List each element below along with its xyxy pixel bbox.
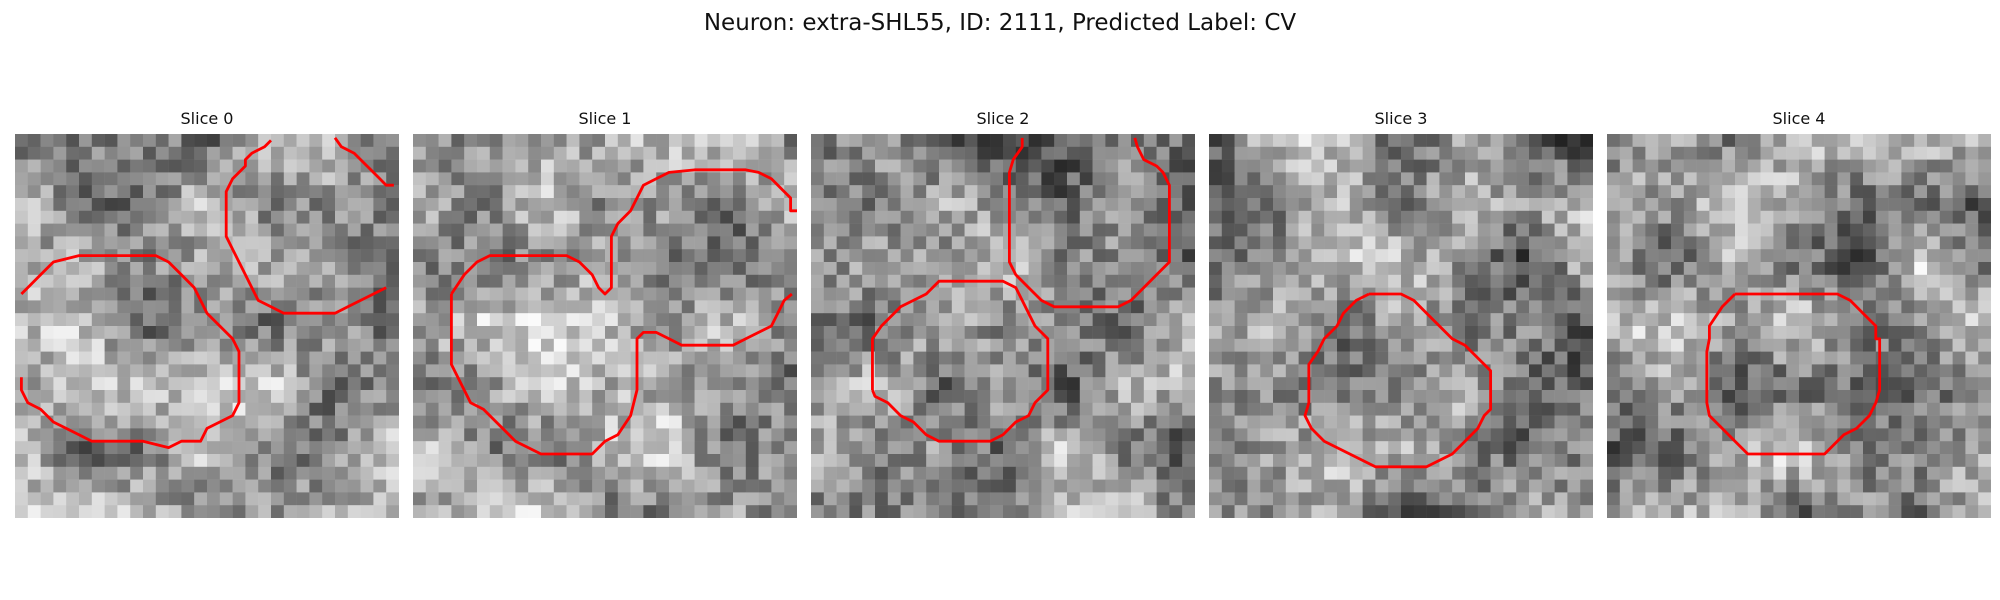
slice-image-2 bbox=[811, 134, 1195, 518]
red-contour bbox=[224, 139, 387, 315]
slice-image-4 bbox=[1607, 134, 1991, 518]
slice-image-3 bbox=[1209, 134, 1593, 518]
slice-image-1 bbox=[413, 134, 797, 518]
red-contour bbox=[333, 137, 394, 187]
panel-slice-4: Slice 4 bbox=[1607, 108, 1991, 518]
panel-slice-1: Slice 1 bbox=[413, 108, 797, 518]
red-contour bbox=[871, 279, 1050, 443]
grayscale-pixel-grid bbox=[1607, 134, 1991, 518]
red-contour bbox=[19, 254, 241, 450]
grayscale-pixel-grid bbox=[811, 134, 1195, 518]
panel-slice-3: Slice 3 bbox=[1209, 108, 1593, 518]
red-contour bbox=[1303, 292, 1493, 469]
grayscale-pixel-grid bbox=[15, 134, 399, 518]
panel-title: Slice 2 bbox=[976, 109, 1030, 128]
grayscale-pixel-grid bbox=[1209, 134, 1593, 518]
red-contour bbox=[450, 168, 797, 296]
red-contour bbox=[1705, 292, 1882, 456]
panel-title: Slice 0 bbox=[180, 109, 234, 128]
panel-title: Slice 1 bbox=[578, 109, 632, 128]
red-contour bbox=[449, 292, 793, 456]
grayscale-pixel-grid bbox=[413, 134, 797, 518]
figure-title: Neuron: extra-SHL55, ID: 2111, Predicted… bbox=[703, 10, 1297, 36]
panel-title: Slice 4 bbox=[1772, 109, 1826, 128]
panel-slice-2: Slice 2 bbox=[811, 108, 1195, 518]
panel-title: Slice 3 bbox=[1374, 109, 1428, 128]
red-contour bbox=[1007, 137, 1171, 309]
slice-image-0 bbox=[15, 134, 399, 518]
panel-slice-0: Slice 0 bbox=[15, 108, 399, 518]
